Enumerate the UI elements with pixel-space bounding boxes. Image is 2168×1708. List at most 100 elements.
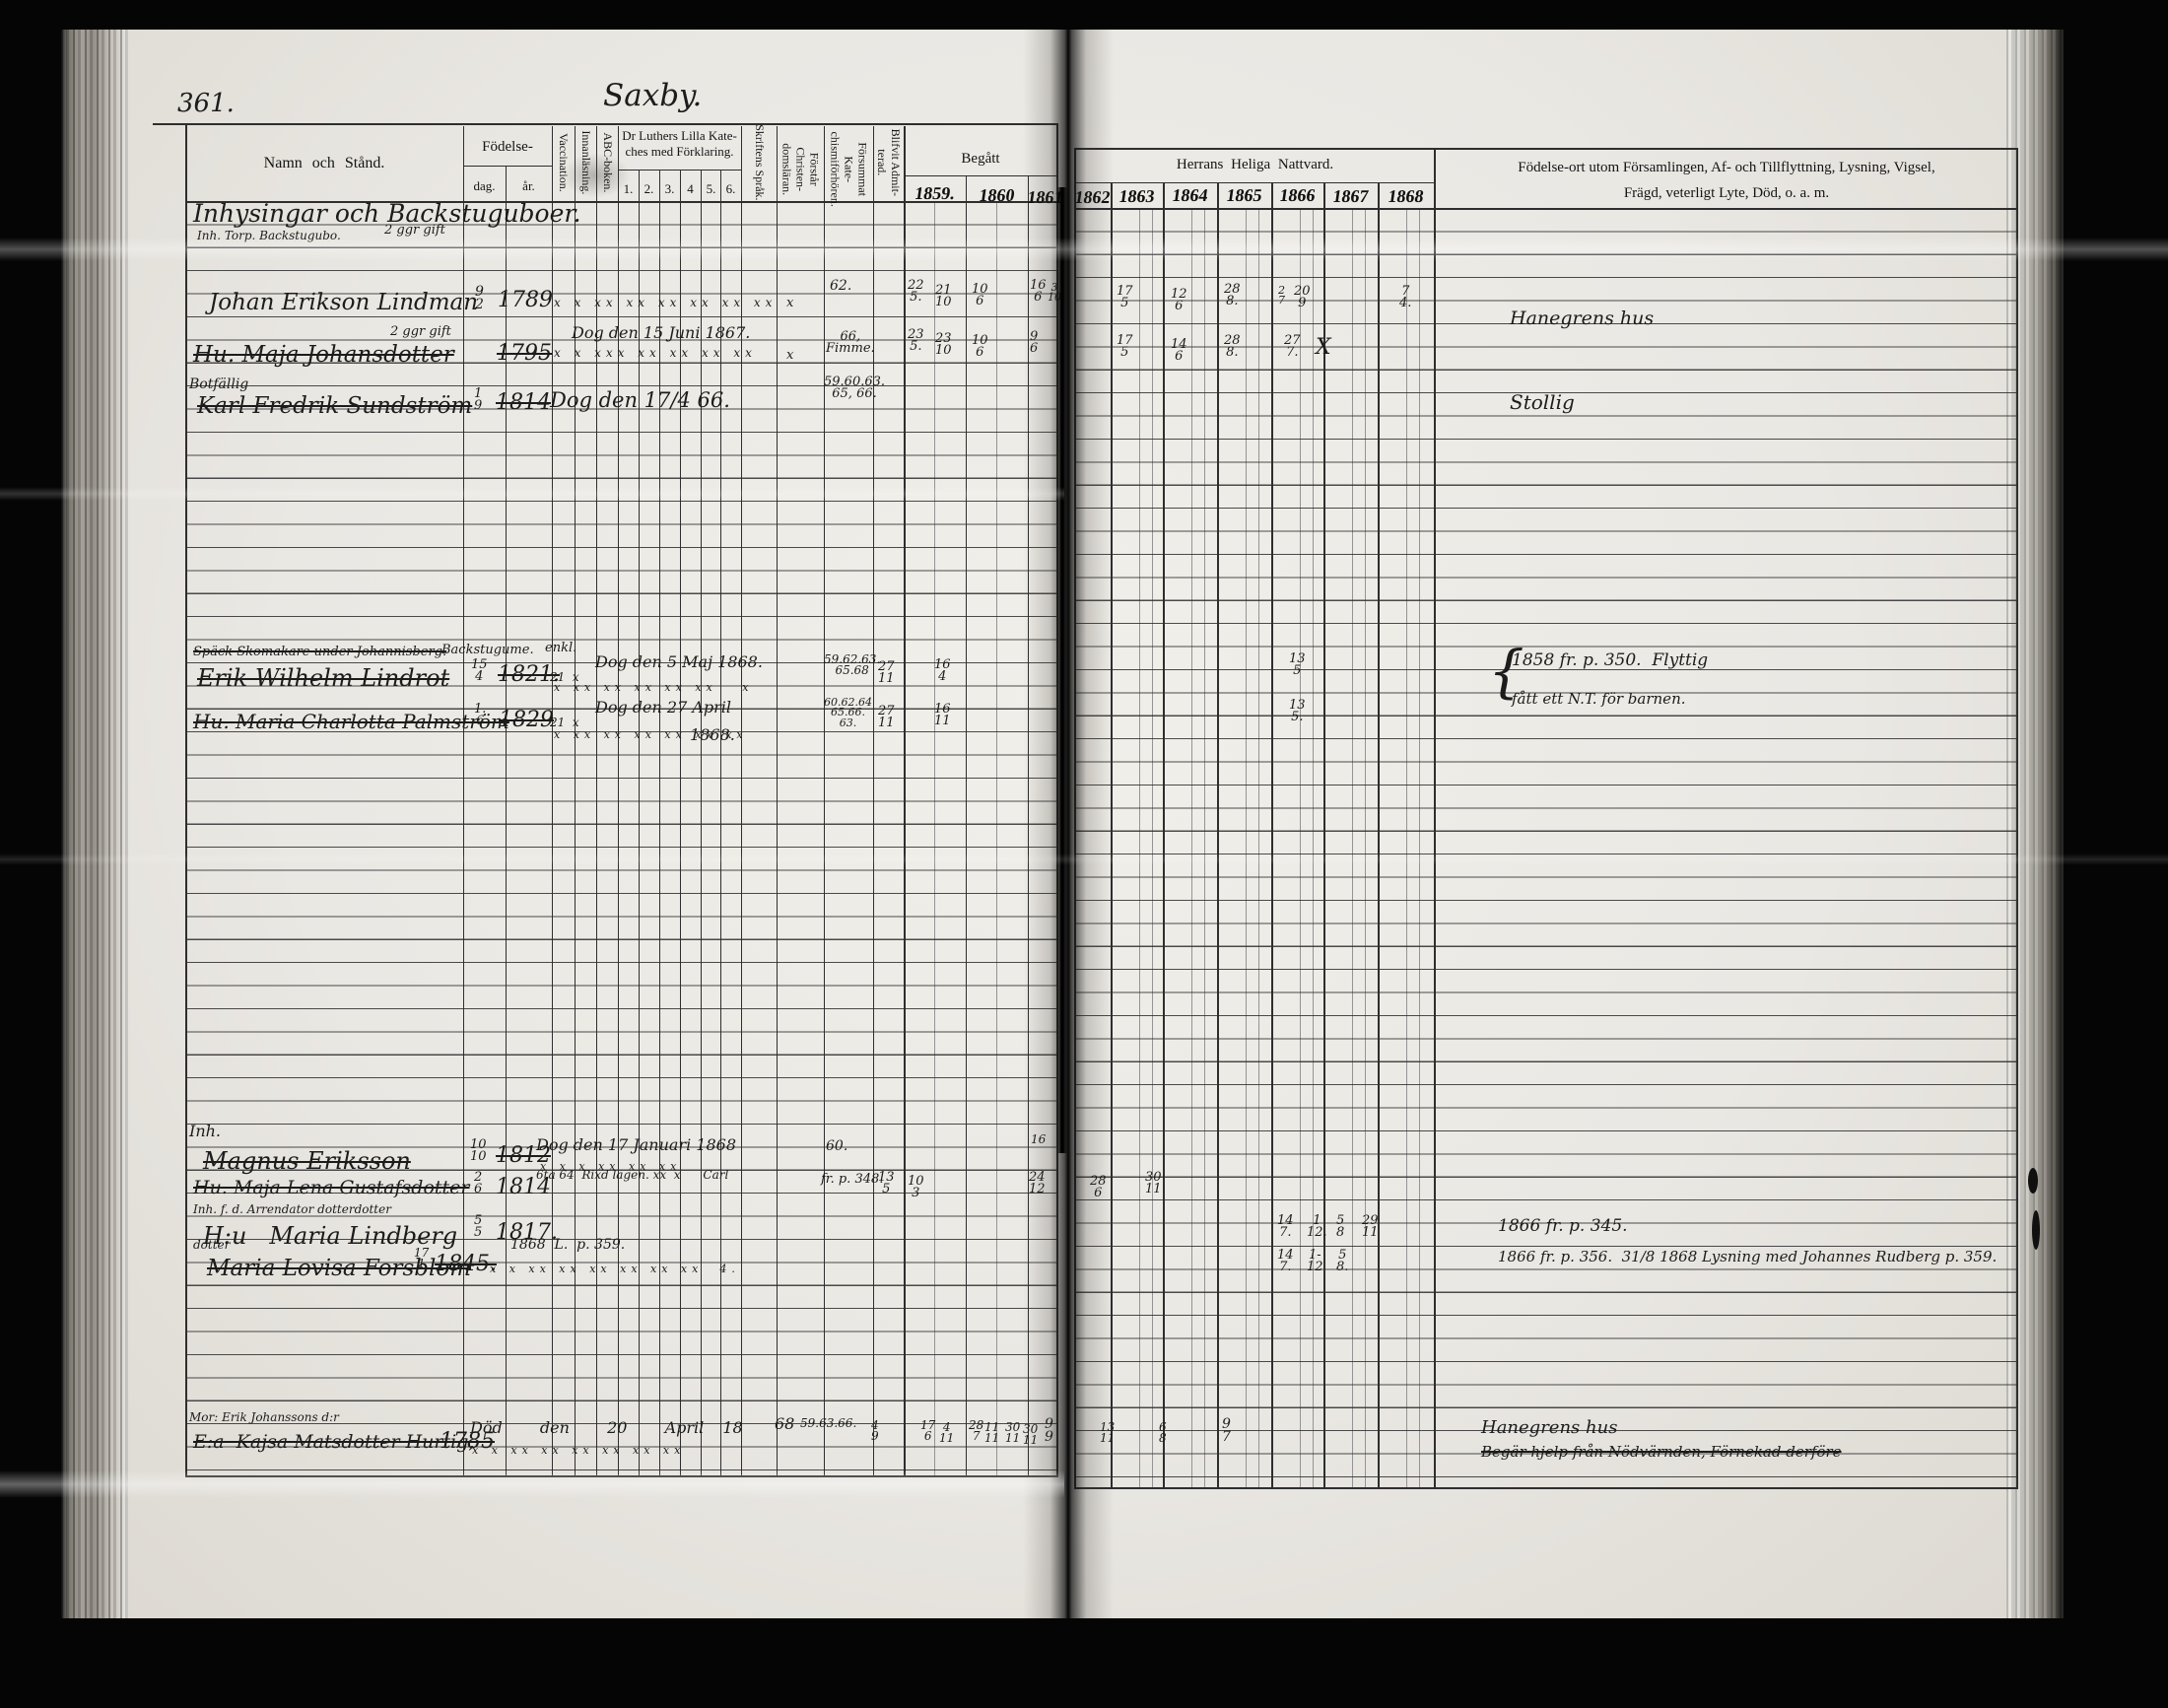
communion-date: 10 6 [972,282,988,309]
margin-note: 2 ggr gift [390,324,451,339]
year-label-1868: 1868 [1387,186,1425,206]
death-note: Dog den 17 Januari 1868 [536,1135,737,1154]
birth-year: 1845. [435,1252,497,1276]
entry-name: Karl Fredrik Sundström [197,393,473,419]
edge-speck [2028,1168,2038,1194]
col-header-reading: Innanläsning. [578,130,593,195]
cross-mark: X [1316,335,1331,360]
missed-years: 59.60.63. 65, 66. [824,375,886,402]
missed-years: 59.62.63. 65.68 [824,652,881,678]
margin-note: Mor: Erik Johanssons d:r [189,1410,339,1424]
ditto-marks: 21 x [550,716,579,729]
ditto-marks: x x xx xx xx xx xx xx 4. [490,1263,740,1275]
communion-date: 28 8. [1224,333,1241,361]
col-header-birth: Födelse- [482,139,533,155]
birth-year: 1814 [496,1175,551,1199]
remark: Stollig [1510,390,1575,414]
communion-date: 13 5. [1289,698,1306,725]
communion-date: 5 8. [1336,1248,1349,1275]
birth-day: 1. 6 [474,702,487,729]
birth-year: 1812 [496,1143,551,1168]
year-label-1867: 1867 [1331,186,1370,206]
communion-date: 16 4 [934,657,951,685]
entry-name: Johan Erikson Lindman [209,290,479,315]
col-header-abc-book: ABC-boken. [600,132,615,193]
communion-date: 14 7. [1277,1248,1294,1275]
birth-year: 1829 [499,708,554,732]
ditto-marks: x x xxx xx xx xx xx [554,346,757,360]
remark: 1858 fr. p. 350. Flyttig [1512,650,1709,670]
year-label-1863: 1863 [1118,186,1156,206]
communion-date: 1 12. [1307,1213,1327,1241]
margin-note: enkl. [545,641,577,655]
col-header-birth-year: år. [522,178,535,193]
death-note: 1868. [690,725,735,744]
margin-note: 1868 L. p. 359. [510,1237,626,1253]
col-header-name: Namn och Stånd. [263,155,385,171]
missed-years: 62. [830,278,852,294]
year-label-1859: 1859. [913,183,957,203]
communion-date: 22 5. [908,278,924,306]
entry-name: Maria Lovisa Forsblom [207,1256,472,1281]
communion-date: 10 6 [972,333,988,361]
communion-date: 9 7 [1222,1416,1231,1446]
communion-date: 28 7 [969,1418,984,1444]
admitted-date: 27 11 [878,704,895,731]
col-header-vaccination: Vaccination. [556,133,571,192]
communion-date: 16 11 [934,702,951,729]
communion-date: 30 11 [1023,1422,1039,1448]
margin-note: Botfällig [189,376,249,392]
birth-year: 1817. [496,1220,558,1245]
understands-mark: x [786,296,794,310]
birth-year: 1785 [440,1429,495,1454]
communion-date: 13 11 [1100,1420,1116,1446]
entry-name: Hu. Maja Johansdotter [193,342,454,368]
understands-mark: x [786,348,794,363]
remark: Begär hjelp från Nödvärnden, Förnekad de… [1481,1443,1842,1461]
communion-date: 14 6 [1171,337,1187,365]
communion-date: 24 12 [1029,1170,1046,1197]
book-left-page-edges [61,30,128,1618]
birth-day: 10 10 [470,1137,487,1165]
page-title: Saxby. [603,78,703,113]
remark: 1866 fr. p. 345. [1498,1216,1628,1236]
entry-name: H:u Maria Lindberg [203,1222,458,1250]
margin-note: Inh. Torp. Backstugubo. [197,229,341,242]
catechism-sub-6: 6. [725,181,736,196]
communion-date: 2 7 [1278,284,1285,307]
entry-name: Erik Wilhelm Lindrot [197,664,450,692]
communion-date: 30 11 [1145,1170,1162,1197]
communion-date: 9 6 [1030,329,1039,357]
margin-note: dotter [193,1238,231,1252]
admitted-date: 27 11 [878,659,895,687]
col-header-communion: Herrans Heliga Nattvard. [1176,157,1334,172]
missed-years: 60. [826,1138,848,1154]
margin-note: 2 ggr gift [384,223,445,238]
communion-date: 14 7. [1277,1213,1294,1241]
book-right-page-edges [2006,30,2064,1618]
catechism-sub-1: 1. [623,181,634,196]
year-label-1864: 1864 [1171,185,1209,205]
communion-date: 20 9 [1294,284,1311,311]
communion-date: 4 11 [939,1420,955,1446]
col-header-missed-exams: Försummat Kate- chismiförhören. [829,131,870,207]
communion-date: 6 8 [1159,1420,1167,1446]
col-header-remarks: Födelse-ort utom Församlingen, Af- och T… [1518,160,1935,201]
communion-date: 28 6 [1090,1174,1107,1201]
section-heading: Späck Skomakare under Johannisberg. [193,645,447,659]
margin-note: Inh. f. d. Arrendator dotterdotter [193,1202,391,1216]
col-header-admitted: Blifvit Admit- terad. [875,128,903,196]
missed-years: fr. p. 348. [821,1172,884,1187]
communion-date: 1- 12 [1307,1248,1323,1275]
page-number: 361. [177,89,235,118]
margin-note: 6ta 64 Rixd lagen. xx x Carl [536,1168,729,1182]
birth-year: 1814 [496,390,551,415]
communion-date: 13 5 [1289,651,1306,679]
admitted-date: 13 5 [878,1170,895,1197]
communion-date: 30 11 [1005,1420,1021,1446]
communion-date: 27 7. [1284,333,1301,361]
birth-day: 15 4 [471,657,488,685]
birth-day: 2 6 [474,1170,483,1197]
col-header-begatt: Begått [961,151,1000,167]
